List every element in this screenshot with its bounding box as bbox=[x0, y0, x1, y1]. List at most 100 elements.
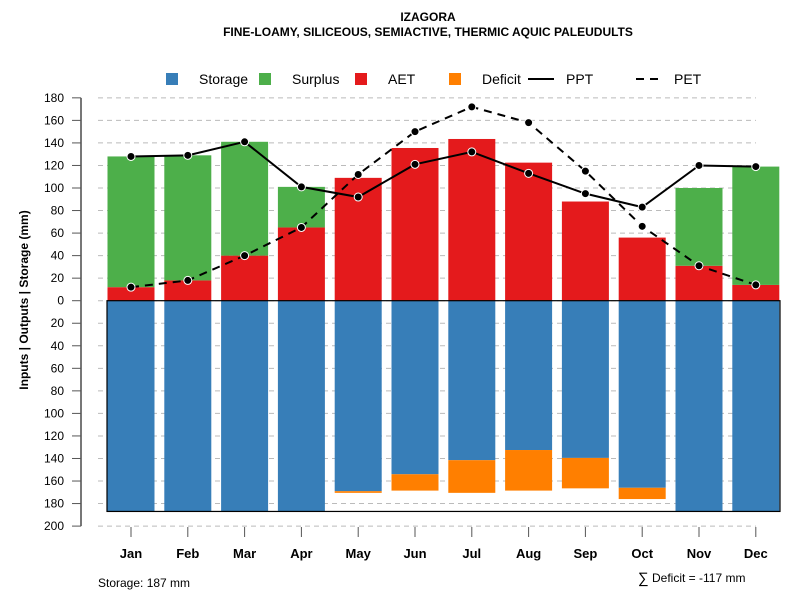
pet-point bbox=[467, 102, 477, 112]
ppt-point bbox=[183, 150, 193, 160]
pet-point bbox=[694, 261, 704, 271]
ppt-point bbox=[637, 202, 647, 212]
surplus-bar bbox=[732, 166, 780, 285]
ppt-point bbox=[751, 162, 761, 172]
storage-bar bbox=[334, 300, 382, 492]
ppt-point bbox=[694, 160, 704, 170]
deficit-bar bbox=[505, 450, 553, 491]
y-tick-label: 200 bbox=[44, 519, 64, 533]
aet-bar bbox=[505, 162, 553, 301]
pet-line bbox=[130, 105, 757, 289]
y-tick-label: 140 bbox=[44, 451, 64, 465]
chart-subtitle: FINE-LOAMY, SILICEOUS, SEMIACTIVE, THERM… bbox=[223, 25, 633, 39]
x-tick-label: Sep bbox=[573, 546, 597, 561]
deficit-bar bbox=[391, 474, 439, 491]
deficit-bar bbox=[334, 491, 382, 493]
legend-storage-swatch bbox=[166, 73, 178, 85]
pet-point bbox=[126, 282, 136, 292]
storage-bar bbox=[561, 300, 609, 458]
pet-point bbox=[524, 118, 534, 128]
aet-bar bbox=[561, 201, 609, 301]
y-tick-label: 120 bbox=[44, 158, 64, 172]
pet-point bbox=[751, 280, 761, 290]
legend-deficit-label: Deficit bbox=[482, 71, 521, 87]
legend: Storage Surplus AET Deficit PPT PET bbox=[166, 71, 702, 87]
x-tick-label: Jun bbox=[403, 546, 426, 561]
aet-bar bbox=[277, 227, 325, 301]
y-tick-label: 40 bbox=[51, 339, 65, 353]
storage-bar bbox=[221, 300, 269, 512]
axes: 1801601401201008060402002040608010012014… bbox=[44, 91, 768, 561]
storage-bar bbox=[391, 300, 439, 475]
ppt-line bbox=[130, 140, 756, 209]
legend-surplus-label: Surplus bbox=[292, 71, 339, 87]
x-tick-label: Dec bbox=[744, 546, 768, 561]
legend-pet-label: PET bbox=[674, 71, 702, 87]
ppt-point bbox=[410, 159, 420, 169]
y-tick-label: 20 bbox=[51, 316, 65, 330]
sum-symbol: ∑ bbox=[638, 570, 649, 587]
y-tick-label: 100 bbox=[44, 406, 64, 420]
legend-surplus-swatch bbox=[259, 73, 271, 85]
y-tick-label: 20 bbox=[51, 271, 65, 285]
y-tick-label: 160 bbox=[44, 474, 64, 488]
aet-bar bbox=[618, 237, 666, 301]
y-tick-label: 0 bbox=[57, 294, 64, 308]
x-tick-label: May bbox=[346, 546, 372, 561]
deficit-bar bbox=[448, 460, 496, 493]
surplus-bar bbox=[107, 156, 155, 288]
aet-bar bbox=[164, 280, 212, 301]
x-tick-label: Jan bbox=[120, 546, 142, 561]
ppt-point bbox=[240, 137, 250, 147]
ppt-point bbox=[353, 192, 363, 202]
storage-bar bbox=[107, 300, 155, 512]
x-tick-label: Apr bbox=[290, 546, 312, 561]
ppt-point bbox=[580, 189, 590, 199]
pet-point bbox=[240, 251, 250, 261]
y-tick-label: 80 bbox=[51, 384, 65, 398]
x-tick-label: Nov bbox=[687, 546, 712, 561]
bars bbox=[106, 138, 781, 513]
y-tick-label: 180 bbox=[44, 497, 64, 511]
storage-frame bbox=[106, 300, 781, 513]
pet-point bbox=[183, 275, 193, 285]
aet-bar bbox=[391, 147, 439, 301]
pet-point bbox=[353, 169, 363, 179]
y-tick-label: 160 bbox=[44, 113, 64, 127]
x-tick-label: Mar bbox=[233, 546, 256, 561]
storage-bar bbox=[732, 300, 780, 512]
ppt-point bbox=[524, 168, 534, 178]
lines bbox=[126, 102, 761, 292]
storage-bar bbox=[505, 300, 553, 451]
pet-point bbox=[637, 221, 647, 231]
y-tick-label: 180 bbox=[44, 91, 64, 105]
chart-title: IZAGORA bbox=[400, 10, 456, 24]
legend-ppt-label: PPT bbox=[566, 71, 594, 87]
x-tick-label: Aug bbox=[516, 546, 541, 561]
x-tick-label: Feb bbox=[176, 546, 199, 561]
legend-storage-label: Storage bbox=[199, 71, 248, 87]
y-tick-label: 120 bbox=[44, 429, 64, 443]
y-tick-label: 140 bbox=[44, 136, 64, 150]
pet-point bbox=[580, 166, 590, 176]
deficit-footnote: Deficit = -117 mm bbox=[652, 571, 745, 585]
aet-bar bbox=[448, 138, 496, 301]
storage-bar bbox=[164, 300, 212, 512]
storage-bar bbox=[448, 300, 496, 461]
x-tick-label: Jul bbox=[462, 546, 481, 561]
deficit-bar bbox=[618, 487, 666, 500]
legend-aet-swatch bbox=[355, 73, 367, 85]
surplus-bar bbox=[675, 188, 723, 266]
storage-bar bbox=[675, 300, 723, 512]
legend-aet-label: AET bbox=[388, 71, 416, 87]
y-tick-label: 40 bbox=[51, 249, 65, 263]
y-tick-label: 80 bbox=[51, 204, 65, 218]
storage-bar bbox=[618, 300, 666, 488]
x-tick-label: Oct bbox=[631, 546, 653, 561]
ppt-point bbox=[467, 147, 477, 157]
surplus-bar bbox=[221, 141, 269, 256]
y-tick-label: 60 bbox=[51, 226, 65, 240]
ppt-point bbox=[126, 151, 136, 161]
storage-bar bbox=[277, 300, 325, 512]
y-tick-label: 100 bbox=[44, 181, 64, 195]
